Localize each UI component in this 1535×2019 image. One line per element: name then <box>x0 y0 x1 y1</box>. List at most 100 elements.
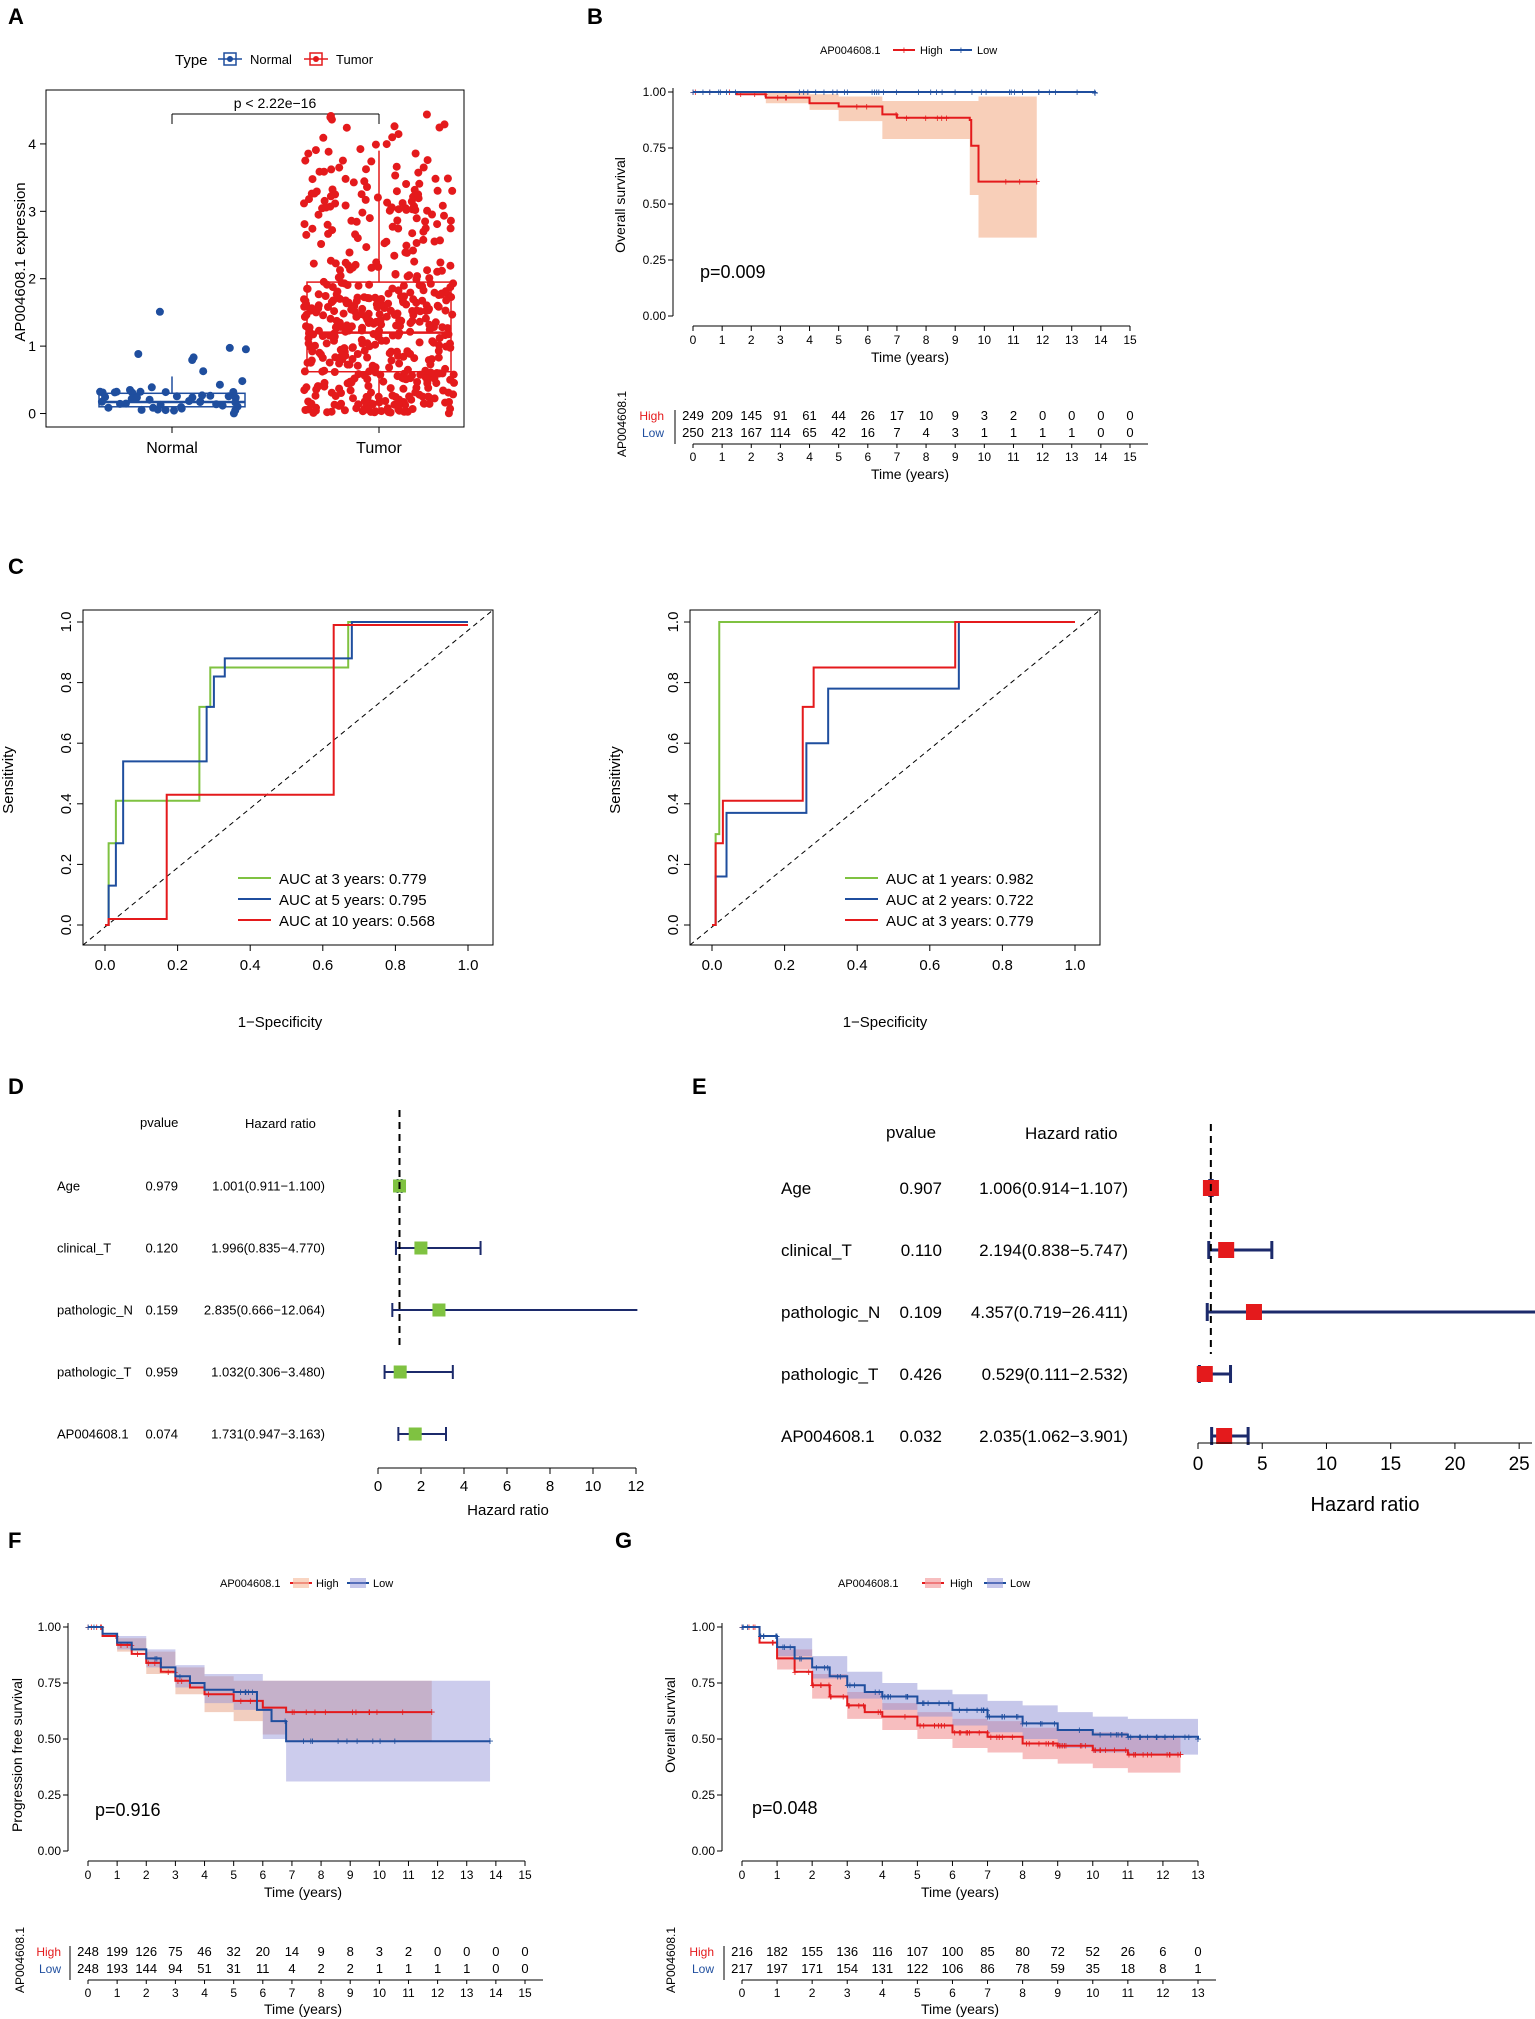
risk-high-count: 52 <box>1086 1944 1100 1959</box>
censor-mark: + <box>999 1712 1005 1724</box>
risk-high-count: 61 <box>802 408 816 423</box>
risk-low-count: 171 <box>801 1961 823 1976</box>
censor-mark: + <box>175 1676 181 1688</box>
forest-row-hr: 1.996(0.835−4.770) <box>211 1241 325 1256</box>
censor-mark: + <box>1079 1741 1085 1753</box>
tumor-point <box>410 354 419 363</box>
risk-xtick-label: 6 <box>864 450 871 464</box>
normal-point <box>112 387 121 396</box>
censor-mark: + <box>349 1707 355 1719</box>
risk-low-count: 197 <box>766 1961 788 1976</box>
xtick-label: 6 <box>864 333 871 347</box>
tumor-point <box>434 369 443 378</box>
censor-mark: + <box>370 1736 376 1748</box>
censor-mark: + <box>812 87 818 99</box>
risk-xtick-label: 1 <box>114 1986 121 2000</box>
tumor-point <box>434 347 443 355</box>
panel-a-legend-title: Type <box>175 52 208 69</box>
tumor-point <box>442 296 451 305</box>
censor-mark: + <box>1054 1741 1060 1753</box>
tumor-point <box>419 163 428 172</box>
panel-e-col-hr: Hazard ratio <box>1025 1124 1118 1143</box>
forest-xtick-label: 5 <box>1257 1454 1268 1475</box>
panel-f-risk-label-high: High <box>36 1945 61 1959</box>
censor-mark: + <box>854 102 860 114</box>
censor-mark: + <box>920 1698 926 1710</box>
risk-xtick-label: 9 <box>347 1986 354 2000</box>
censor-mark: + <box>780 1642 786 1654</box>
tumor-point <box>436 258 445 267</box>
tumor-point <box>358 323 367 332</box>
risk-xtick-label: 4 <box>879 1986 886 2000</box>
xtick-label: 2 <box>809 1868 816 1882</box>
censor-mark: + <box>1017 177 1023 189</box>
tumor-point <box>364 382 373 390</box>
tumor-point <box>337 278 346 287</box>
tumor-point <box>395 359 404 368</box>
tumor-point <box>331 353 340 362</box>
censor-mark: + <box>761 1631 767 1643</box>
panel-f-risk-title: AP004608.1 <box>13 1927 27 1993</box>
tumor-point <box>411 149 420 158</box>
risk-low-count: 86 <box>980 1961 994 1976</box>
censor-mark: + <box>1108 1730 1114 1742</box>
censor-mark: + <box>986 1712 992 1724</box>
tumor-point <box>300 295 308 304</box>
censor-mark: + <box>921 1698 927 1710</box>
tumor-point <box>423 156 432 165</box>
tumor-point <box>304 149 313 158</box>
tumor-point <box>399 298 408 307</box>
censor-mark: + <box>796 87 802 99</box>
censor-mark: + <box>952 87 958 99</box>
censor-mark: + <box>179 1676 185 1688</box>
risk-xtick-label: 0 <box>739 1986 746 2000</box>
tumor-point <box>406 319 415 328</box>
risk-xtick-label: 6 <box>949 1986 956 2000</box>
tumor-point <box>426 360 435 369</box>
normal-point <box>137 405 146 414</box>
censor-mark: + <box>700 87 706 99</box>
censor-mark: + <box>1013 1712 1019 1724</box>
censor-mark: + <box>810 1680 816 1692</box>
xtick-label: 5 <box>914 1868 921 1882</box>
panel-b-risk-table: AP004608.1 High Low Time (years) 249 209 1… <box>615 391 1148 482</box>
tumor-point <box>431 318 440 327</box>
censor-mark: + <box>787 1642 793 1654</box>
panel-c-right: Sensitivity 1−Specificity 0.0 0.0 0.2 0.2 0.… <box>607 609 1101 1031</box>
censor-mark: + <box>740 1622 746 1634</box>
tumor-point <box>430 237 439 246</box>
censor-mark: + <box>984 1727 990 1739</box>
tumor-point <box>361 195 370 204</box>
censor-mark: + <box>1162 1732 1168 1744</box>
censor-mark: + <box>844 1680 850 1692</box>
tumor-point <box>340 406 349 415</box>
censor-mark: + <box>717 87 723 99</box>
censor-mark: + <box>996 1732 1002 1744</box>
tumor-point <box>331 199 340 208</box>
censor-mark: + <box>744 1622 750 1634</box>
roc-xtick-label: 0.6 <box>919 957 940 974</box>
panel-letter-a: A <box>8 4 24 29</box>
forest-row-pvalue: 0.120 <box>145 1241 178 1256</box>
tumor-point <box>341 296 350 305</box>
tumor-point <box>320 378 329 387</box>
risk-high-count: 199 <box>106 1944 128 1959</box>
tumor-point <box>332 290 341 299</box>
censor-mark: + <box>879 1691 885 1703</box>
censor-mark: + <box>882 1691 888 1703</box>
censor-mark: + <box>893 87 899 99</box>
censor-mark: + <box>770 1638 776 1650</box>
roc-xtick-label: 0.0 <box>95 957 116 974</box>
censor-mark: + <box>800 87 806 99</box>
roc-legend-label: AUC at 5 years: 0.795 <box>279 892 427 909</box>
panel-b-xlabel: Time (years) <box>871 349 949 365</box>
forest-hr-square <box>408 1427 422 1441</box>
tumor-point <box>391 270 400 278</box>
risk-xtick-label: 7 <box>984 1986 991 2000</box>
tumor-point <box>330 307 339 316</box>
pvalue-bracket <box>171 113 380 124</box>
roc-xtick-label: 0.4 <box>847 957 868 974</box>
roc-curve-3 <box>712 621 1075 926</box>
censor-mark: + <box>1063 1741 1069 1753</box>
censor-mark: + <box>813 1662 819 1674</box>
